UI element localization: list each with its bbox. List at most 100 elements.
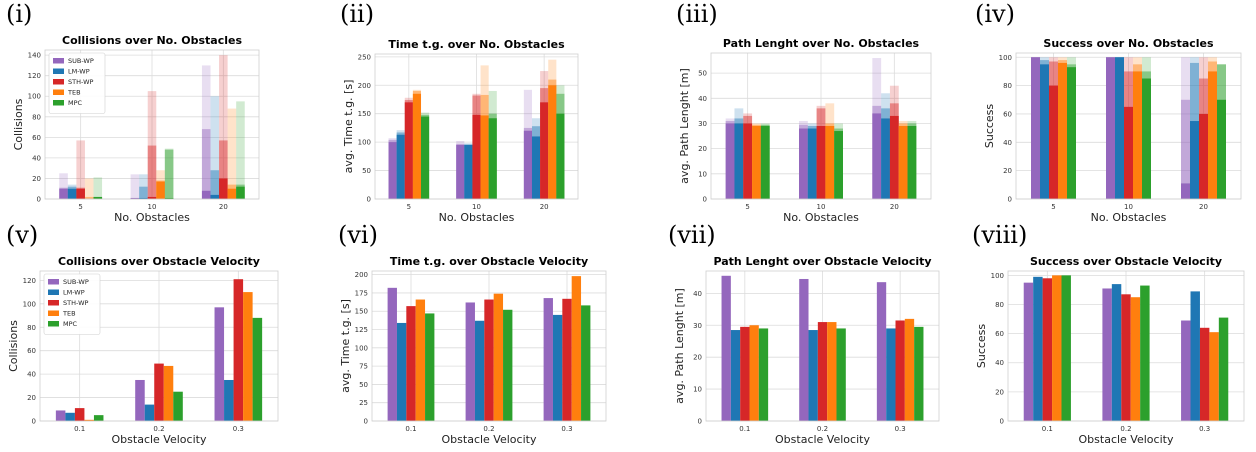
bar xyxy=(493,293,504,421)
chart-title: Time t.g. over Obstacle Velocity xyxy=(390,255,588,268)
bar xyxy=(721,275,731,421)
bar xyxy=(749,325,759,421)
bar xyxy=(421,116,430,199)
panel-label: (iv) xyxy=(975,0,1015,28)
bar xyxy=(904,318,915,421)
y-tick-label: 25 xyxy=(359,399,368,407)
y-tick-label: 10 xyxy=(693,386,702,394)
bar-faded xyxy=(164,149,174,199)
bar xyxy=(164,197,174,199)
legend-swatch xyxy=(53,68,64,74)
bar xyxy=(1181,320,1191,421)
chart-panel-3: (iii) Path Lenght over No. Obstacles 0 10 20… xyxy=(676,0,932,224)
chart-title: Collisions over Obstacle Velocity xyxy=(58,255,260,268)
legend-entry: STH-WP xyxy=(63,299,88,307)
bar xyxy=(799,128,808,199)
plot-frame xyxy=(374,53,579,200)
bar xyxy=(1199,113,1208,199)
chart-title: Success over Obstacle Velocity xyxy=(1030,255,1222,268)
bar xyxy=(456,144,465,199)
bar xyxy=(1049,85,1058,199)
x-tick-label: 5 xyxy=(78,203,82,211)
bar xyxy=(84,419,94,421)
bar-faded xyxy=(84,178,94,199)
chart-title: Time t.g. over No. Obstacles xyxy=(388,38,565,51)
x-tick-label: 10 xyxy=(148,203,157,211)
x-tick-label: 10 xyxy=(817,203,826,211)
bar xyxy=(388,142,397,199)
y-axis-label: avg. Time t.g. [s] xyxy=(342,80,355,174)
bar xyxy=(404,102,413,199)
x-tick-label: 0.3 xyxy=(1199,425,1210,433)
x-tick-label: 0.1 xyxy=(405,425,416,433)
bar xyxy=(163,365,174,421)
y-axis-label: Success xyxy=(983,104,996,149)
legend-entry: SUB-WP xyxy=(63,278,89,286)
x-tick-label: 0.3 xyxy=(895,425,906,433)
y-axis-label: avg. Path Lenght [m] xyxy=(678,68,691,184)
y-axis-label: avg. Time t.g. [s] xyxy=(339,299,352,393)
bar xyxy=(480,115,489,199)
bar xyxy=(1061,275,1071,421)
legend-entry: TEB xyxy=(67,89,81,97)
legend-box xyxy=(43,273,101,335)
bar xyxy=(881,118,890,199)
panel-label: (vii) xyxy=(668,221,716,249)
x-tick-label: 0.2 xyxy=(1120,425,1131,433)
y-tick-label: 0 xyxy=(364,418,368,426)
y-tick-label: 75 xyxy=(359,363,368,371)
x-axis-label: No. Obstacles xyxy=(1091,211,1167,224)
bar xyxy=(173,391,183,421)
legend: SUB-WP LM-WP STH-WP TEB MPC xyxy=(48,52,106,114)
bar-faded xyxy=(201,129,211,199)
bar xyxy=(93,196,103,199)
bar xyxy=(740,326,750,421)
chart-panel-2: (ii) Time t.g. over No. Obstacles 0 50 100 15… xyxy=(340,0,579,224)
bar xyxy=(1115,57,1124,199)
panel-label: (i) xyxy=(6,0,32,28)
x-tick-label: 5 xyxy=(745,203,749,211)
y-tick-label: 60 xyxy=(1003,110,1012,118)
bar xyxy=(154,363,164,421)
legend-entry: STH-WP xyxy=(68,78,93,86)
bar xyxy=(93,415,104,421)
bar xyxy=(1052,275,1062,421)
legend-entry: LM-WP xyxy=(63,289,85,297)
bar-faded xyxy=(76,140,85,199)
legend-swatch xyxy=(53,100,64,106)
bar xyxy=(872,113,882,199)
bar xyxy=(1142,78,1151,199)
bar xyxy=(523,130,532,199)
bar xyxy=(488,118,497,199)
y-tick-label: 200 xyxy=(358,82,371,90)
chart-panel-7: (vii) Path Lenght over Obstacle Velocity 0… xyxy=(668,221,940,446)
x-tick-label: 20 xyxy=(890,203,899,211)
bar xyxy=(1031,57,1040,199)
x-tick-label: 20 xyxy=(1199,203,1208,211)
bar xyxy=(1040,64,1049,199)
y-tick-label: 0 xyxy=(32,418,36,426)
bar xyxy=(227,188,237,199)
bar xyxy=(827,322,837,421)
bar xyxy=(59,188,68,199)
legend-swatch xyxy=(48,300,59,306)
chart-panel-6: (vi) Time t.g. over Obstacle Velocity 0 25 5… xyxy=(338,221,607,446)
bar xyxy=(1033,276,1043,421)
y-tick-label: 0 xyxy=(37,196,41,204)
y-tick-label: 100 xyxy=(355,344,368,352)
bar xyxy=(743,123,753,199)
bar xyxy=(808,330,818,421)
x-tick-label: 0.2 xyxy=(153,425,164,433)
bar-faded xyxy=(93,177,103,199)
bar xyxy=(799,278,809,421)
bar xyxy=(412,93,422,199)
bar xyxy=(725,123,735,199)
bar xyxy=(1190,291,1200,421)
bar xyxy=(503,309,513,421)
legend-entry: MPC xyxy=(63,320,78,328)
y-tick-label: 80 xyxy=(1003,82,1012,90)
bar xyxy=(219,178,228,199)
chart-title: Path Lenght over Obstacle Velocity xyxy=(713,255,931,268)
bar xyxy=(1102,288,1112,421)
y-tick-label: 40 xyxy=(698,95,707,103)
